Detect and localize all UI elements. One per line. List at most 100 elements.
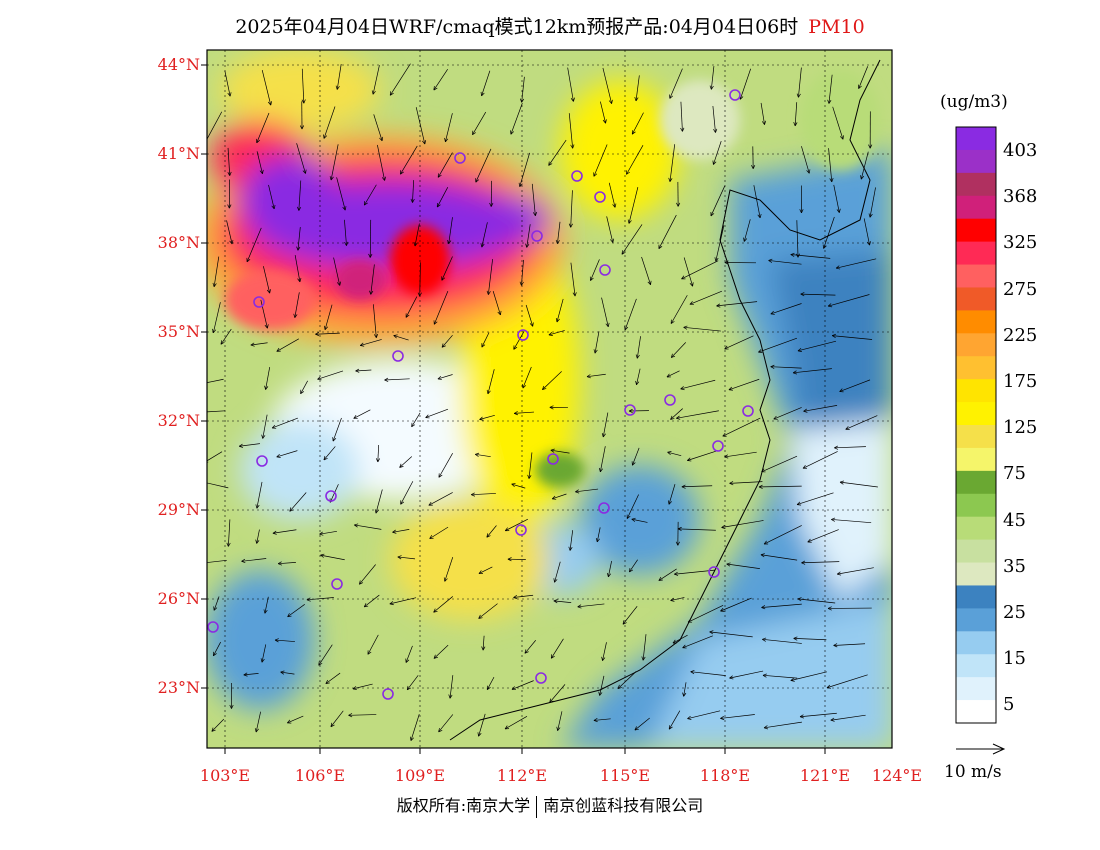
city-marker: [253, 296, 265, 308]
city-marker: [517, 329, 529, 341]
wind-arrow: [631, 518, 648, 523]
wind-arrow: [596, 527, 601, 543]
wind-arrow-head: [808, 169, 811, 174]
colorbar-label: 15: [1003, 648, 1026, 670]
wind-arrow-head: [535, 211, 538, 216]
wind-arrow: [683, 257, 693, 287]
wind-arrow-head: [352, 686, 357, 690]
wind-arrow-head: [866, 241, 870, 246]
wind-arrow-head: [806, 170, 810, 174]
wind-arrow-head: [555, 318, 558, 323]
city-marker: [531, 230, 543, 242]
wind-arrow-head: [624, 326, 629, 331]
wind-arrow-head: [758, 484, 763, 488]
wind-arrow-head: [521, 281, 524, 286]
wind-arrow-head: [447, 239, 450, 244]
wind-arrow-head: [689, 283, 693, 287]
wind-arrow-head: [264, 324, 268, 329]
wind-arrow-head: [280, 671, 285, 675]
wind-arrow-head: [524, 651, 529, 654]
wind-arrow-head: [687, 715, 691, 719]
wind-arrow: [472, 111, 487, 135]
colorbar-swatch: [956, 333, 996, 357]
wind-arrow-head: [441, 345, 446, 348]
lat-label-32: 32°N: [157, 411, 200, 430]
wind-arrow-head: [200, 412, 204, 414]
wind-arrow-head: [475, 452, 480, 455]
wind-arrow-head: [761, 121, 765, 125]
wind-arrow: [227, 147, 231, 176]
wind-arrow-head: [674, 573, 679, 576]
wind-arrow: [482, 635, 485, 651]
city-marker: [729, 89, 741, 101]
wind-arrow: [481, 70, 491, 96]
wind-arrow: [275, 639, 295, 642]
city-marker: [515, 524, 527, 536]
wind-arrow-head: [682, 644, 686, 649]
wind-arrow: [226, 220, 233, 245]
wind-arrow-head: [532, 212, 536, 216]
colorbar-swatch: [956, 241, 996, 266]
wind-arrow-head: [729, 481, 734, 484]
wind-arrow: [770, 303, 802, 315]
wind-arrow: [504, 716, 528, 730]
wind-arrow-head: [433, 86, 435, 91]
wind-arrow-head: [444, 578, 448, 582]
wind-arrow: [671, 342, 687, 358]
wind-arrow-head: [438, 727, 440, 733]
wind-arrow: [762, 674, 798, 679]
wind-arrow-head: [724, 260, 729, 263]
wind-arrow: [721, 520, 764, 528]
wind-arrow-head: [287, 613, 290, 617]
wind-arrow-head: [542, 388, 547, 391]
wind-arrow-head: [299, 277, 302, 282]
wind-arrow-head: [317, 378, 322, 381]
wind-arrow-head: [683, 692, 687, 697]
wind-arrow-head: [689, 301, 693, 305]
wind-arrow: [632, 447, 640, 466]
wind-arrow: [743, 219, 751, 242]
wind-arrow: [478, 713, 486, 737]
wind-arrow-head: [261, 434, 264, 439]
wind-arrow-head: [212, 282, 215, 287]
wind-arrow-head: [389, 601, 394, 605]
wind-arrow-head: [557, 727, 561, 731]
wind-arrow-head: [419, 292, 422, 297]
chart-title: 2025年04月04日WRF/cmaq模式12km预报产品:04月04日06时 P…: [0, 12, 1100, 39]
wind-arrow-head: [720, 718, 725, 721]
wind-arrow-head: [297, 206, 300, 211]
wind-arrow: [608, 182, 616, 208]
wind-arrow-head: [412, 198, 415, 203]
wind-arrow-head: [487, 687, 491, 690]
wind-arrow: [729, 481, 763, 484]
wind-arrow: [336, 64, 342, 90]
wind-arrow: [475, 148, 492, 183]
wind-arrow: [405, 296, 418, 318]
wind-arrow: [569, 530, 574, 551]
wind-arrow: [800, 293, 836, 296]
wind-arrow: [224, 70, 231, 97]
wind-arrow-head: [525, 243, 528, 248]
colorbar-swatch: [956, 447, 996, 472]
wind-arrow-head: [793, 122, 796, 127]
wind-arrow: [729, 670, 764, 679]
wind-arrow: [626, 494, 639, 519]
lon-label-103: 103°E: [199, 766, 251, 785]
wind-arrow: [377, 144, 385, 181]
wind-arrow-head: [834, 445, 839, 449]
wind-arrow-head: [728, 386, 733, 391]
wind-arrow: [710, 66, 715, 90]
wind-arrow-head: [839, 388, 843, 392]
wind-arrow-head: [296, 246, 299, 251]
wind-arrow-head: [497, 311, 501, 316]
wind-arrow-head: [635, 380, 637, 385]
wind-arrow-head: [306, 599, 311, 602]
wind-arrow: [415, 107, 426, 145]
wind-arrow: [377, 444, 380, 462]
wind-arrow: [690, 671, 726, 677]
wind-arrow-head: [410, 736, 412, 741]
wind-arrow: [239, 443, 260, 447]
wind-arrow-head: [631, 517, 636, 520]
city-marker: [742, 405, 754, 417]
wind-arrow: [761, 603, 802, 608]
